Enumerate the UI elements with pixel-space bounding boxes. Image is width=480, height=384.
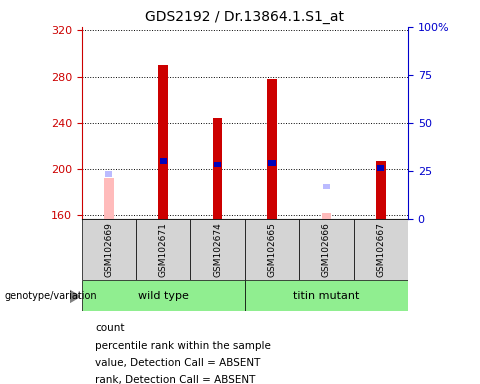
Bar — [214, 162, 221, 167]
Text: count: count — [95, 323, 124, 333]
Bar — [245, 219, 299, 280]
Text: GSM102665: GSM102665 — [267, 222, 276, 277]
Text: genotype/variation: genotype/variation — [5, 291, 97, 301]
Text: rank, Detection Call = ABSENT: rank, Detection Call = ABSENT — [95, 375, 255, 384]
Bar — [323, 184, 330, 189]
Text: titin mutant: titin mutant — [293, 291, 360, 301]
Bar — [268, 161, 276, 166]
Text: GSM102669: GSM102669 — [104, 222, 113, 277]
Text: GSM102671: GSM102671 — [159, 222, 168, 277]
Bar — [191, 219, 245, 280]
Bar — [158, 65, 168, 219]
Polygon shape — [70, 290, 80, 303]
Bar — [159, 158, 167, 164]
Text: value, Detection Call = ABSENT: value, Detection Call = ABSENT — [95, 358, 261, 368]
Text: GSM102667: GSM102667 — [376, 222, 385, 277]
Text: GSM102674: GSM102674 — [213, 222, 222, 277]
Bar — [213, 118, 223, 219]
Bar — [299, 219, 354, 280]
Bar — [267, 79, 277, 219]
Text: GSM102666: GSM102666 — [322, 222, 331, 277]
Bar — [82, 219, 136, 280]
Bar — [377, 165, 384, 171]
Bar — [105, 171, 112, 177]
Title: GDS2192 / Dr.13864.1.S1_at: GDS2192 / Dr.13864.1.S1_at — [145, 10, 344, 25]
Bar — [245, 280, 408, 311]
Bar — [136, 219, 191, 280]
Bar — [322, 213, 331, 219]
Bar — [376, 161, 386, 219]
Text: percentile rank within the sample: percentile rank within the sample — [95, 341, 271, 351]
Bar — [104, 179, 114, 219]
Bar — [82, 280, 245, 311]
Bar — [354, 219, 408, 280]
Text: wild type: wild type — [138, 291, 189, 301]
